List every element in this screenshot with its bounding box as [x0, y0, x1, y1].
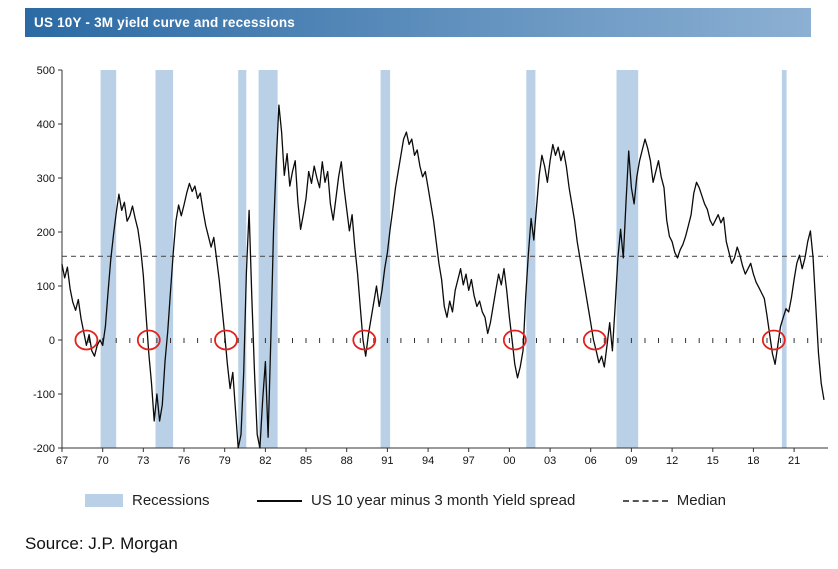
legend-label-recessions: Recessions: [132, 492, 210, 509]
legend: Recessions US 10 year minus 3 month Yiel…: [0, 492, 838, 509]
x-tick-label: 03: [544, 455, 556, 467]
recession-band: [100, 70, 117, 448]
recession-band: [380, 70, 391, 448]
y-tick-label: -100: [33, 389, 55, 401]
x-tick-label: 18: [747, 455, 759, 467]
recession-band: [155, 70, 174, 448]
x-tick-label: 12: [666, 455, 678, 467]
x-tick-label: 91: [381, 455, 393, 467]
y-tick-label: 300: [37, 173, 55, 185]
inversion-circle: [502, 329, 527, 351]
x-tick-label: 21: [788, 455, 800, 467]
legend-item-recessions: Recessions: [85, 492, 210, 509]
y-tick-label: 400: [37, 119, 55, 131]
chart-title: US 10Y - 3M yield curve and recessions: [34, 15, 295, 30]
recession-band: [781, 70, 787, 448]
x-tick-label: 85: [300, 455, 312, 467]
x-tick-label: 82: [259, 455, 271, 467]
x-tick-label: 67: [56, 455, 68, 467]
inversion-circle: [214, 329, 238, 351]
inversion-circle: [352, 329, 377, 351]
inversion-circle: [136, 329, 161, 351]
x-tick-label: 97: [463, 455, 475, 467]
x-tick-label: 76: [178, 455, 190, 467]
x-tick-label: 06: [585, 455, 597, 467]
x-tick-label: 94: [422, 455, 434, 467]
y-tick-label: 0: [49, 335, 55, 347]
recession-band: [238, 70, 247, 448]
x-tick-label: 88: [341, 455, 353, 467]
source-caption: Source: J.P. Morgan: [25, 534, 178, 553]
legend-label-spread: US 10 year minus 3 month Yield spread: [311, 492, 576, 509]
y-tick-label: 500: [37, 65, 55, 77]
x-tick-label: 00: [503, 455, 515, 467]
y-tick-label: 200: [37, 227, 55, 239]
median-line-swatch: [622, 499, 668, 502]
y-tick-label: 100: [37, 281, 55, 293]
inversion-circle: [761, 329, 786, 351]
y-tick-label: -200: [33, 443, 55, 455]
x-tick-label: 79: [219, 455, 231, 467]
recession-band: [526, 70, 536, 448]
x-tick-label: 73: [137, 455, 149, 467]
x-tick-label: 70: [97, 455, 109, 467]
legend-label-median: Median: [676, 492, 726, 509]
legend-item-spread: US 10 year minus 3 month Yield spread: [257, 492, 575, 509]
recession-band: [258, 70, 278, 448]
x-tick-label: 15: [707, 455, 719, 467]
spread-line-swatch: [257, 499, 303, 502]
recession-band-swatch: [85, 494, 123, 507]
inversion-circle: [74, 329, 99, 351]
chart-title-bar: US 10Y - 3M yield curve and recessions: [25, 8, 811, 37]
x-tick-label: 09: [625, 455, 637, 467]
inversion-circle: [582, 329, 607, 351]
recession-band: [616, 70, 639, 448]
legend-item-median: Median: [622, 492, 726, 509]
yield-spread-line: [61, 104, 825, 449]
